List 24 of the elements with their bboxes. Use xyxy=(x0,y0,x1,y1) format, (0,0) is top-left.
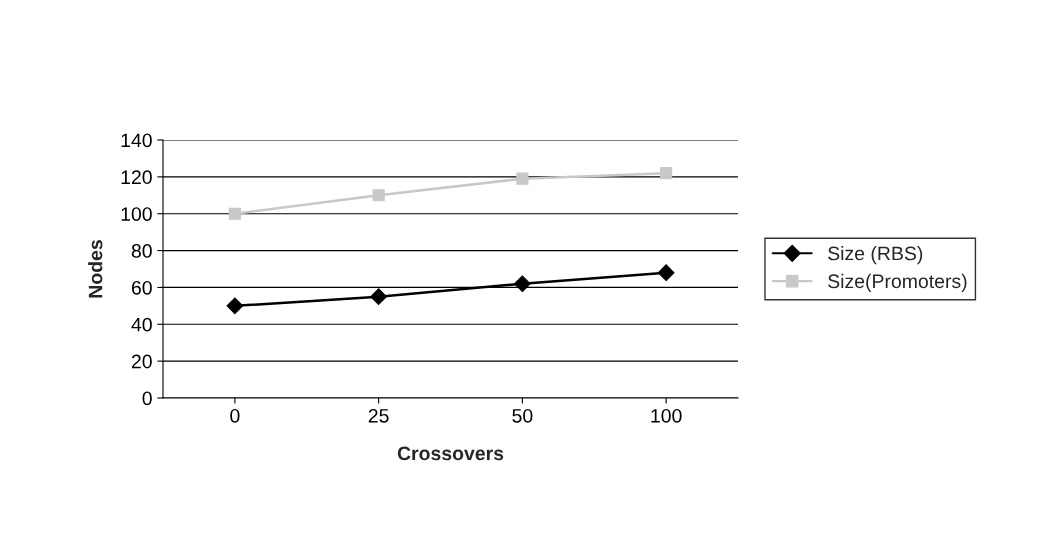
y-tick-label: 40 xyxy=(131,317,152,332)
point xyxy=(516,172,529,185)
x-tick-label: 100 xyxy=(651,408,682,423)
y-tick-label: 120 xyxy=(121,170,152,185)
point xyxy=(228,207,241,220)
x-tick-label: 50 xyxy=(512,408,533,423)
y-tick-label: 20 xyxy=(131,354,152,369)
point xyxy=(370,288,387,306)
y-axis-title: Nodes xyxy=(88,240,103,298)
legend-label: Size (RBS) xyxy=(828,246,923,265)
x-tick-label: 25 xyxy=(368,408,389,423)
point xyxy=(657,264,675,282)
y-tick-label: 0 xyxy=(142,391,152,406)
legend-label: Size(Promoters) xyxy=(828,273,967,292)
point xyxy=(226,297,244,315)
y-tick-label: 80 xyxy=(131,244,152,258)
point xyxy=(514,275,531,293)
y-tick-label: 60 xyxy=(131,280,152,295)
y-tick-label: 100 xyxy=(121,207,152,221)
x-axis-title: Crossovers xyxy=(397,446,504,461)
point xyxy=(372,189,385,202)
x-tick-label: 0 xyxy=(230,408,240,423)
point xyxy=(660,167,673,180)
y-tick-label: 140 xyxy=(121,133,152,148)
